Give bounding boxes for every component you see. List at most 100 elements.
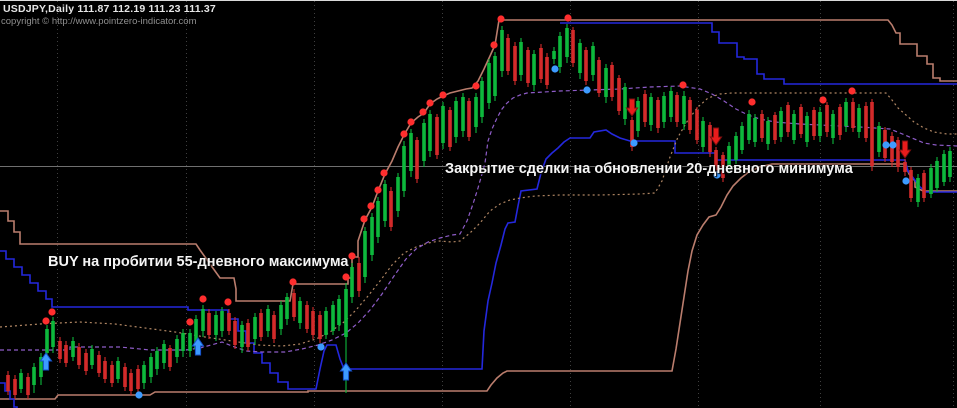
bull-candle [929,168,933,194]
bull-candle [370,217,374,255]
buy-arrow [191,337,205,356]
bull-candle [363,231,367,277]
bull-candle [818,112,822,136]
bull-candle [214,315,218,335]
new-low-dot [583,86,591,94]
bear-candle [64,345,68,363]
bear-candle [786,105,790,132]
bear-candle [643,94,647,122]
bull-candle [71,341,75,357]
bear-candle [526,50,530,83]
bear-candle [448,110,452,147]
bull-candle [753,118,757,142]
bear-candle [129,373,133,391]
bull-candle [500,30,504,71]
bull-candle [285,297,289,319]
bear-candle [812,110,816,136]
bull-candle [792,114,796,140]
bull-candle [240,325,244,347]
bull-candle [844,102,848,126]
bull-candle [747,114,751,140]
new-high-dot [748,98,756,106]
bull-candle [350,267,354,297]
bull-candle [324,311,328,335]
new-high-dot [360,215,368,223]
bull-candle [565,28,569,57]
bear-candle [246,323,250,347]
bear-candle [123,367,127,387]
median20-line [0,85,957,353]
buy-arrow [339,362,353,381]
bear-candle [506,38,510,71]
new-low-dot [902,177,910,185]
new-high-dot [407,118,415,126]
bull-candle [181,333,185,351]
bull-candle [877,126,881,152]
bear-candle [77,347,81,365]
buy-arrow [39,352,53,371]
bull-candle [461,97,465,131]
bear-candle [799,107,803,134]
bull-candle [253,317,257,339]
bull-candle [552,51,556,59]
bull-candle [662,96,666,122]
new-high-dot [439,91,447,99]
new-high-dot [342,273,350,281]
sell-arrow [898,140,912,159]
new-high-dot [419,108,427,116]
bull-candle [766,121,770,144]
new-low-dot [713,171,721,179]
bear-candle [233,321,237,345]
bull-candle [487,63,491,103]
bear-candle [272,315,276,339]
bull-candle [493,56,497,96]
bear-candle [539,48,543,79]
bear-candle [695,110,699,140]
bull-candle [441,106,445,143]
bull-candle [740,126,744,150]
bull-candle [727,146,731,170]
bear-candle [58,341,62,359]
bear-candle [630,120,634,147]
bull-candle [578,43,582,73]
bear-candle [903,162,907,172]
bull-candle [935,161,939,188]
new-high-dot [426,99,434,107]
donchian55-upper-line [0,19,957,302]
bear-candle [864,106,868,138]
bull-candle [220,311,224,331]
bull-candle [701,121,705,147]
bear-candle [896,140,900,167]
bull-candle [149,357,153,377]
bull-candle [409,133,413,171]
bear-candle [922,173,926,198]
bull-candle [558,36,562,67]
bear-candle [259,313,263,337]
new-high-dot [199,295,207,303]
bear-candle [357,263,361,291]
new-high-dot [186,318,194,326]
bear-candle [103,361,107,379]
new-high-dot [374,186,382,194]
new-high-dot [289,278,297,286]
new-high-dot [679,81,687,89]
bear-candle [207,313,211,335]
new-high-dot [564,14,572,22]
donchian20-main-line [0,129,957,390]
bull-candle [831,114,835,138]
bull-candle [90,349,94,365]
new-low-dot [882,141,890,149]
donchian20-upper-right-line [560,22,957,85]
bull-candle [669,91,673,117]
bear-candle [584,50,588,81]
bull-candle [331,305,335,331]
new-low-dot [551,65,559,73]
new-low-dot [889,141,897,149]
bull-candle [51,321,55,347]
bear-candle [597,60,601,93]
bear-candle [97,355,101,373]
bear-candle [318,315,322,339]
bull-candle [422,123,426,161]
